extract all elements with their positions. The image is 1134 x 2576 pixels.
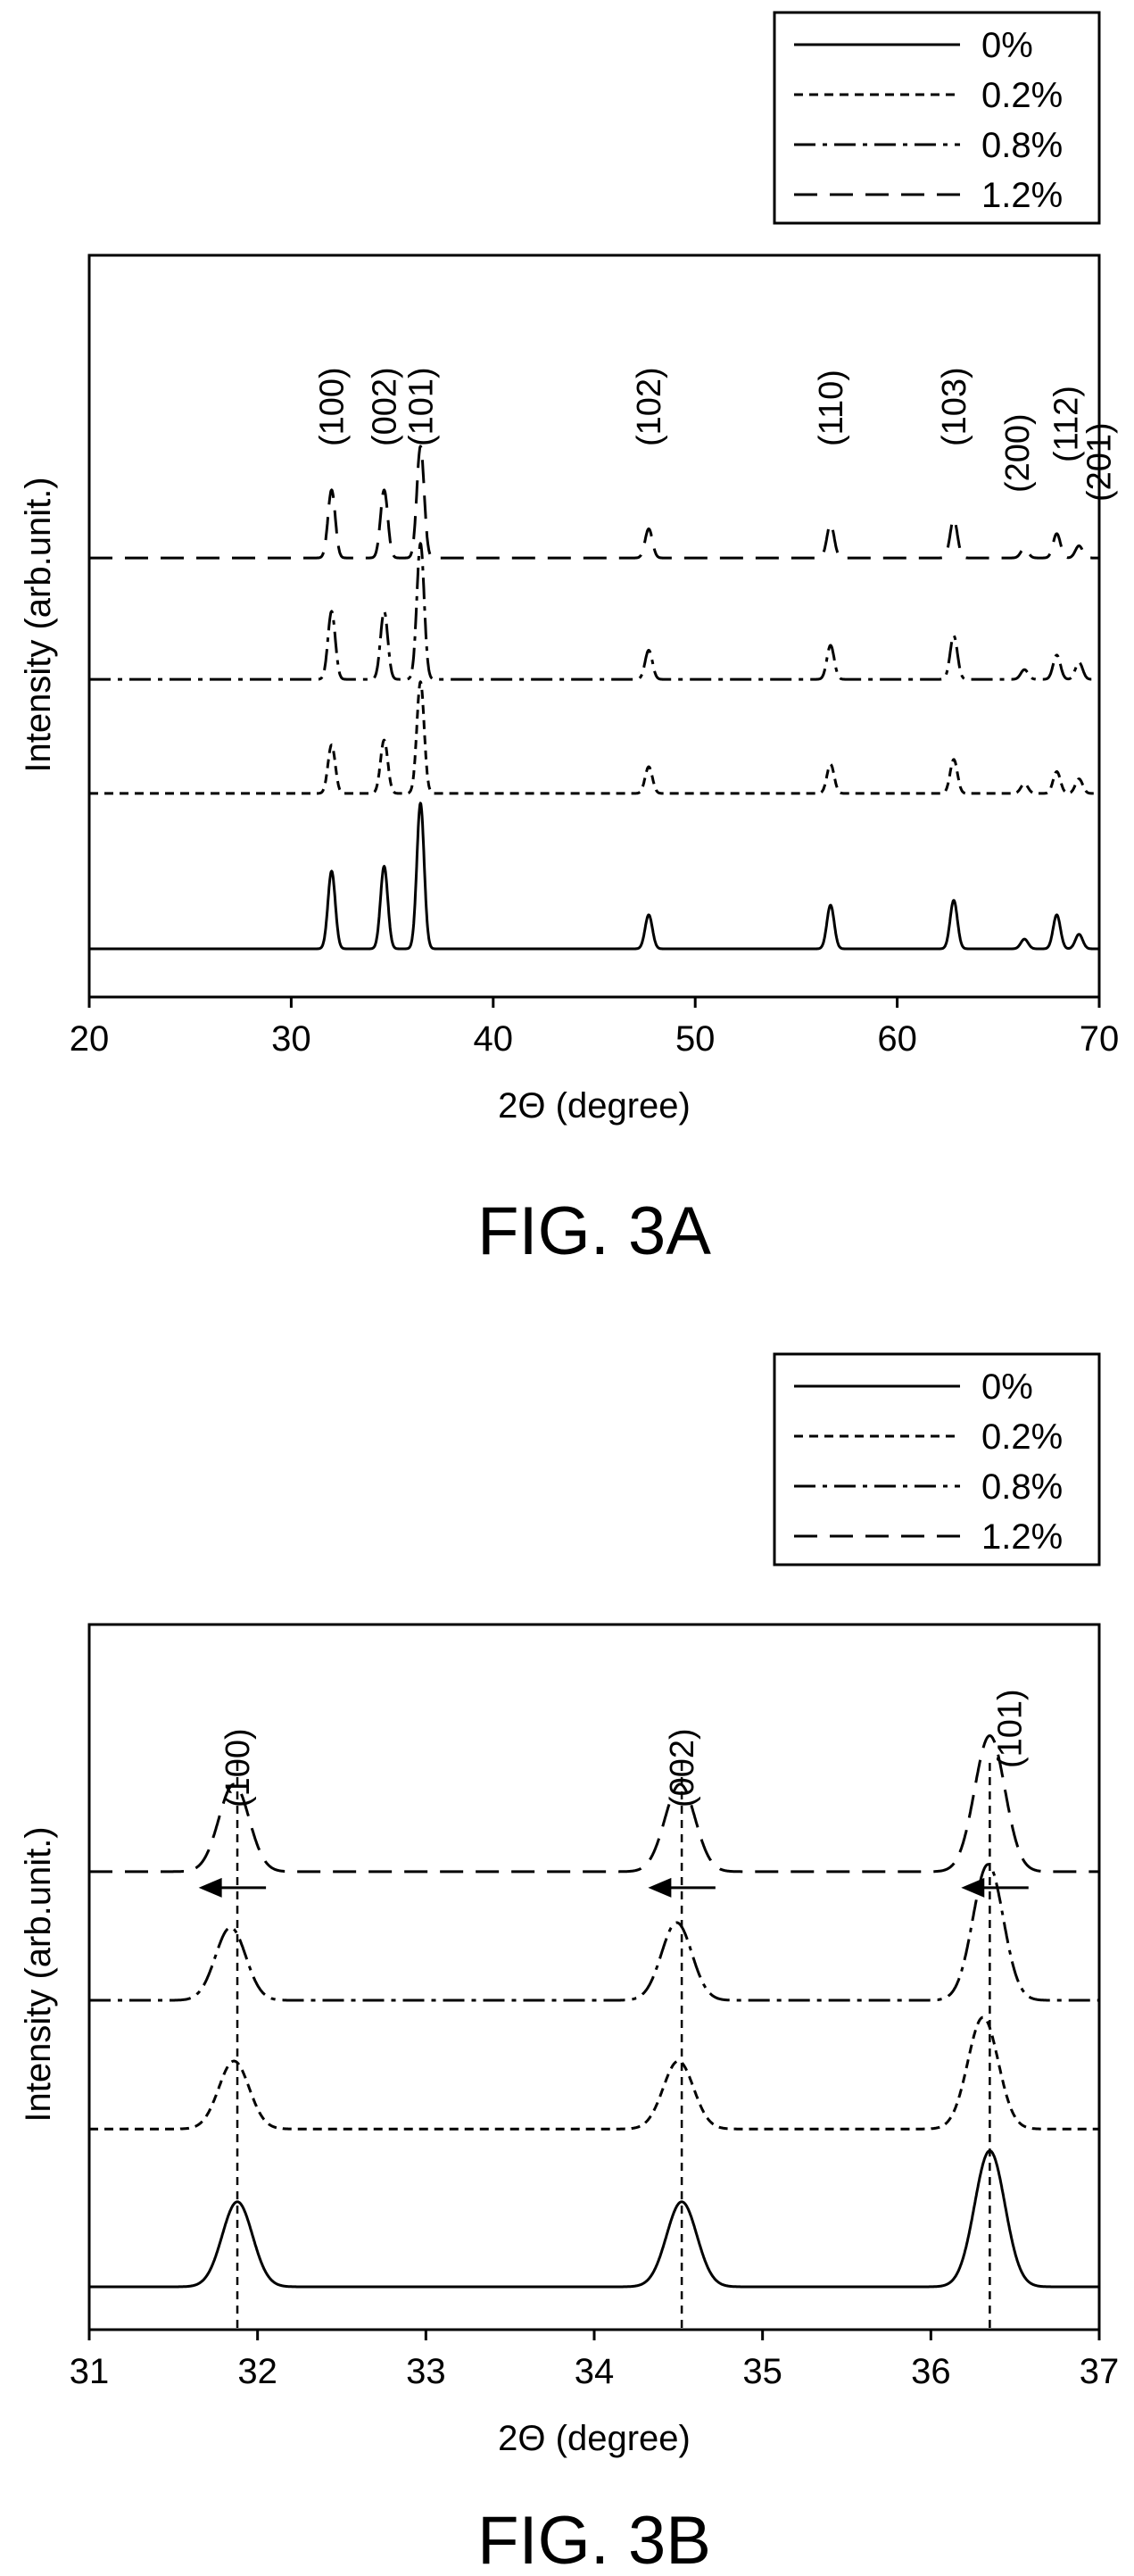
x-tick-label: 31 xyxy=(70,2352,110,2391)
legend-label: 0.8% xyxy=(981,1467,1063,1507)
peak-label: (101) xyxy=(991,1689,1029,1768)
x-tick-label: 60 xyxy=(877,1019,917,1059)
chart-3a: 20 30 40 50 60 70 2Θ (degree) Intensity (arb.un… xyxy=(19,11,1120,1269)
shift-arrow-head xyxy=(198,1877,222,1898)
y-axis-label: Intensity (arb.unit.) xyxy=(19,1826,58,2122)
series-line-0-2pct xyxy=(88,680,1100,795)
legend-label: 0.2% xyxy=(981,76,1063,115)
shift-arrow-head xyxy=(648,1877,672,1898)
x-tick-label: 30 xyxy=(271,1019,311,1059)
peak-label: (100) xyxy=(219,1728,257,1807)
x-tick-label: 36 xyxy=(911,2352,951,2391)
series-line-0pct xyxy=(88,2149,1100,2289)
peak-label: (100) xyxy=(314,367,352,446)
y-axis-label: Intensity (arb.unit.) xyxy=(19,477,58,772)
peak-label: (101) xyxy=(402,367,440,446)
legend-label: 1.2% xyxy=(981,1517,1063,1557)
peak-label: (112) xyxy=(1047,386,1085,462)
legend-label: 0.2% xyxy=(981,1417,1063,1457)
peak-label: (201) xyxy=(1080,422,1118,502)
legend-label: 1.2% xyxy=(981,176,1063,215)
legend-label: 0% xyxy=(981,26,1033,65)
x-axis-label: 2Θ (degree) xyxy=(498,2419,691,2458)
peak-label: (002) xyxy=(664,1728,701,1807)
peak-label: (102) xyxy=(631,367,668,446)
x-tick-label: 33 xyxy=(406,2352,446,2391)
series-line-0-8pct xyxy=(88,542,1100,681)
x-tick-label: 70 xyxy=(1080,1019,1120,1059)
peak-label: (002) xyxy=(367,367,404,446)
series-line-1-2pct xyxy=(88,1734,1100,1874)
x-tick-label: 37 xyxy=(1080,2352,1120,2391)
legend-box xyxy=(773,11,1101,225)
plot-frame xyxy=(87,253,1101,999)
peak-label: (200) xyxy=(999,413,1037,493)
x-tick-label: 34 xyxy=(575,2352,615,2391)
shift-arrow-head xyxy=(961,1877,985,1898)
legend: 0% 0.2% 0.8% 1.2% xyxy=(773,11,1101,225)
legend-label: 0% xyxy=(981,1367,1033,1407)
figure-caption: FIG. 3B xyxy=(477,2503,711,2576)
peak-label: (103) xyxy=(936,367,973,446)
x-tick-label: 50 xyxy=(675,1019,716,1059)
series-line-0pct xyxy=(88,802,1100,951)
x-tick-label: 20 xyxy=(70,1019,110,1059)
peak-label: (110) xyxy=(813,370,850,446)
figure-caption: FIG. 3A xyxy=(477,1193,711,1269)
series-line-0-2pct xyxy=(88,2015,1100,2131)
x-tick-label: 35 xyxy=(742,2352,782,2391)
series-line-1-2pct xyxy=(88,445,1100,560)
legend: 0% 0.2% 0.8% 1.2% xyxy=(773,1352,1101,1566)
x-tick-label: 32 xyxy=(237,2352,277,2391)
legend-label: 0.8% xyxy=(981,126,1063,165)
chart-3b: 31 32 33 34 35 36 37 2Θ (degree) Intensity (arb.… xyxy=(19,1352,1120,2576)
legend-box xyxy=(773,1352,1101,1566)
x-tick-label: 40 xyxy=(474,1019,514,1059)
x-axis-label: 2Θ (degree) xyxy=(498,1086,691,1126)
series-line-0-8pct xyxy=(88,1863,1100,2002)
